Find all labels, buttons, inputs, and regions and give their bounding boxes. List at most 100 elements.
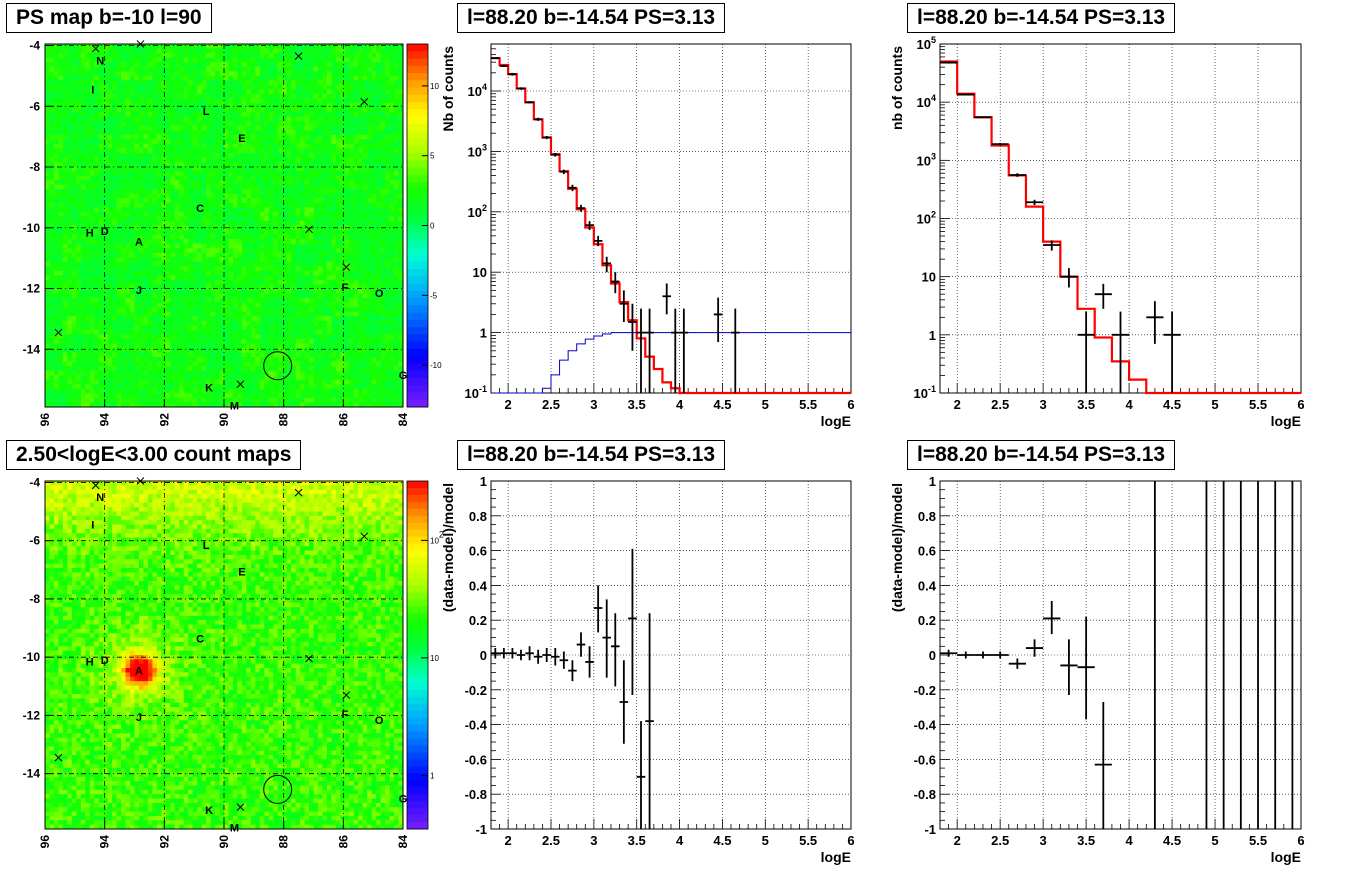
- data-point: [1060, 268, 1078, 288]
- x-tick-label: 4.5: [713, 833, 731, 848]
- source-marker: [305, 654, 313, 663]
- y-tick-label: 1: [480, 474, 487, 489]
- x-tick-label: 4: [1125, 397, 1133, 412]
- data-point: [940, 649, 958, 657]
- x-tick-label: 84: [396, 413, 410, 427]
- title-residual-left: l=88.20 b=-14.54 PS=3.13: [457, 440, 726, 470]
- y-tick-label: -8: [29, 592, 40, 606]
- source-label: I: [91, 85, 94, 97]
- y-tick-label: -0.6: [914, 752, 936, 767]
- data-point: [1163, 311, 1181, 393]
- source-marker: [91, 481, 100, 490]
- colorbar-tick-label: 10: [430, 654, 439, 663]
- y-tick-label: 104: [468, 82, 487, 99]
- y-axis-label: (data-model)/model: [889, 483, 905, 612]
- heatmap-cells: [45, 481, 404, 830]
- series-model: [491, 57, 851, 395]
- x-tick-label: 4.5: [1163, 397, 1181, 412]
- source-label: A: [135, 236, 143, 248]
- colorbar-tick-label: 1: [430, 771, 435, 780]
- x-tick-label: 84: [396, 835, 410, 849]
- y-tick-label: 0: [480, 648, 487, 663]
- source-label: I: [91, 520, 94, 532]
- source-marker: [236, 803, 245, 812]
- data-point: [974, 651, 992, 659]
- source-label: O: [375, 715, 384, 727]
- x-tick-label: 2: [505, 397, 512, 412]
- data-point: [957, 93, 975, 96]
- source-label: H: [86, 227, 94, 239]
- data-point: [559, 651, 569, 669]
- y-tick-label: -14: [23, 342, 41, 356]
- data-point: [551, 648, 560, 666]
- source-label: L: [203, 540, 210, 552]
- colorbar-tick-label: 102: [430, 529, 444, 545]
- data-point: [542, 648, 551, 662]
- data-point: [1025, 639, 1044, 657]
- colorbar-tick-label: -10: [430, 361, 442, 370]
- source-marker: [360, 532, 369, 541]
- title-spectrum-left: l=88.20 b=-14.54 PS=3.13: [457, 3, 726, 33]
- y-tick-label: 0.6: [918, 544, 936, 559]
- source-marker: [236, 380, 245, 389]
- x-tick-label: 5: [1211, 397, 1218, 412]
- colorbar-tick-label: 5: [430, 152, 435, 161]
- y-tick-label: -0.4: [465, 718, 488, 733]
- y-tick-label: 103: [917, 151, 936, 168]
- source-label: M: [230, 823, 239, 835]
- x-tick-label: 3: [1040, 833, 1047, 848]
- data-point: [611, 613, 620, 687]
- x-tick-label: 86: [336, 413, 350, 427]
- y-tick-label: 10-1: [914, 384, 936, 401]
- title-countmap: 2.50<logE<3.00 count maps: [6, 440, 302, 470]
- source-marker: [294, 488, 303, 497]
- source-label: G: [399, 370, 408, 382]
- y-tick-label: 1: [929, 328, 936, 343]
- source-label: C: [196, 633, 204, 645]
- x-tick-label: 4: [676, 833, 684, 848]
- source-label: O: [375, 288, 384, 300]
- data-point: [525, 101, 534, 104]
- y-tick-label: -6: [29, 99, 40, 113]
- x-tick-label: 6: [847, 397, 854, 412]
- data-point: [974, 116, 992, 119]
- source-marker: [305, 225, 313, 234]
- panel-spec2: 2 2.5 3 3.5 4 4.5 5 5.5 6 10-1 1 10 102 103 104 105 logE…: [889, 35, 1305, 429]
- panel-spec1: 2 2.5 3 3.5 4 4.5 5 5.5 6 10-1 1 10 102 103 104 logE Nb …: [440, 43, 855, 429]
- data-point: [559, 169, 569, 175]
- x-tick-label: 6: [1297, 833, 1304, 848]
- data-point: [628, 548, 637, 696]
- y-tick-label: 0.4: [918, 578, 937, 593]
- x-tick-label: 3.5: [1077, 397, 1095, 412]
- source-label: J: [136, 285, 142, 297]
- colorbar: 10 5 0 -5 -10: [406, 43, 442, 408]
- y-tick-label: -0.8: [465, 787, 487, 802]
- source-label: H: [86, 657, 94, 669]
- x-tick-label: 5: [762, 833, 769, 848]
- data-points: [491, 548, 654, 829]
- source-label: K: [205, 382, 213, 394]
- x-tick-label: 4.5: [713, 397, 731, 412]
- heatmap-cells: [45, 44, 404, 408]
- data-point: [593, 585, 603, 633]
- title-residual-right: l=88.20 b=-14.54 PS=3.13: [907, 440, 1176, 470]
- x-tick-label: 92: [157, 413, 171, 427]
- x-tick-label: 5.5: [1249, 833, 1267, 848]
- data-point: [1146, 301, 1164, 344]
- y-axis-label: Nb of counts: [440, 46, 456, 132]
- x-tick-label: 94: [98, 835, 112, 849]
- data-point: [533, 117, 543, 121]
- source-label: C: [196, 203, 204, 215]
- plot-grid: [491, 44, 852, 394]
- x-tick-label: 96: [38, 835, 52, 849]
- x-tick-label: 5.5: [799, 833, 817, 848]
- x-tick-label: 2.5: [991, 397, 1009, 412]
- source-label: N: [96, 492, 104, 504]
- data-point: [713, 297, 723, 342]
- plot-frame: [490, 43, 852, 394]
- y-tick-label: 102: [468, 203, 487, 220]
- source-label: M: [230, 400, 239, 412]
- data-points: [940, 61, 1181, 393]
